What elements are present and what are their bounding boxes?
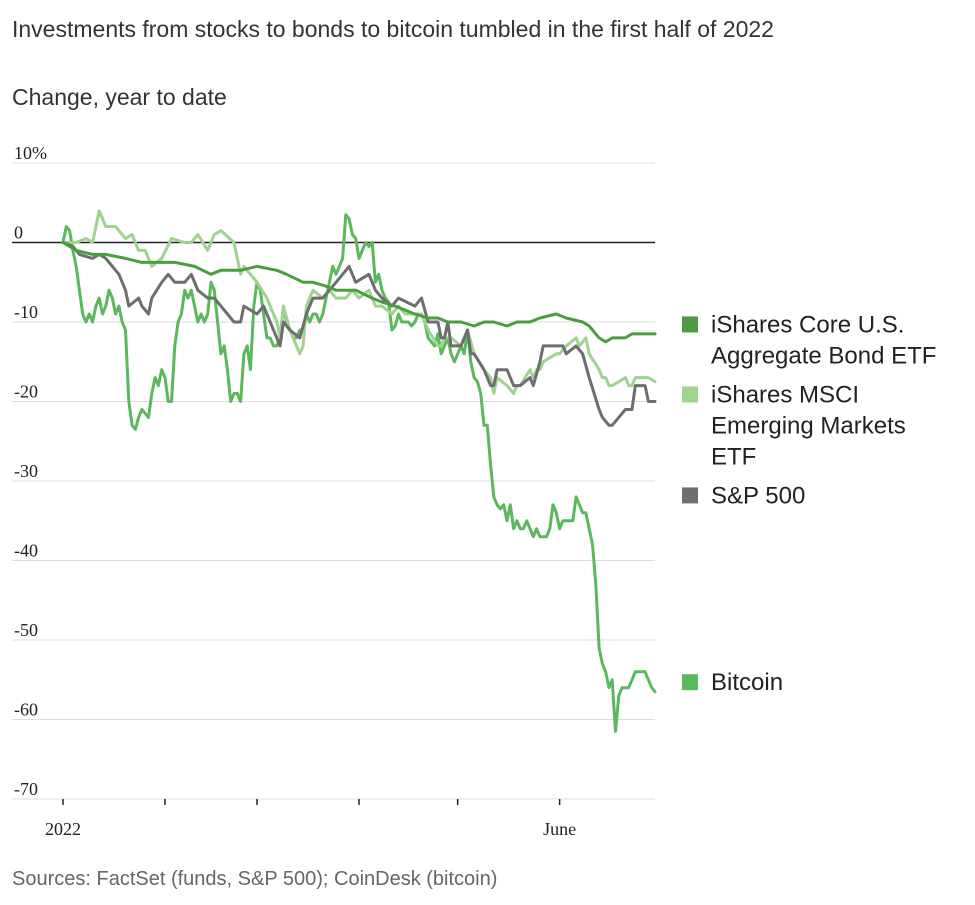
y-tick-label: 10% (14, 143, 47, 163)
legend-swatch (682, 674, 698, 691)
y-tick-label: -40 (14, 541, 38, 561)
series-line-0 (61, 213, 657, 733)
series-line-3 (61, 241, 657, 344)
chart-title: Investments from stocks to bonds to bitc… (12, 16, 774, 42)
series-lines (61, 209, 657, 733)
y-tick-label: -30 (14, 461, 38, 481)
legend-label: Bitcoin (711, 669, 783, 696)
legend-label: iShares MSCI (711, 381, 859, 408)
y-tick-label: -10 (14, 302, 38, 322)
legend-item: Bitcoin (682, 669, 783, 696)
legend-item: iShares Core U.S. Aggregate Bond ETF (682, 311, 936, 369)
source-note: Sources: FactSet (funds, S&P 500); CoinD… (12, 868, 498, 890)
legend-swatch (682, 487, 698, 504)
x-tick-label: 2022 (45, 819, 81, 839)
legend-label: ETF (711, 443, 756, 470)
legend-item: iShares MSCI Emerging Markets ETF (682, 381, 906, 470)
legend-label: Emerging Markets (711, 412, 906, 439)
axes: 10% 0 -10 -20 -30 -40 -50 -60 -70 2022 June (14, 143, 576, 839)
legend-label: S&P 500 (711, 482, 805, 509)
y-tick-label: -50 (14, 620, 38, 640)
x-tick-label: June (543, 819, 576, 839)
y-tick-label: 0 (14, 223, 23, 243)
chart-subtitle: Change, year to date (12, 84, 227, 110)
legend-label: Aggregate Bond ETF (711, 342, 936, 369)
legend-swatch (682, 386, 698, 403)
y-tick-label: -60 (14, 700, 38, 720)
legend-item: S&P 500 (682, 482, 805, 509)
legend-label: iShares Core U.S. (711, 311, 904, 338)
legend-swatch (682, 316, 698, 333)
series-line-1 (61, 209, 657, 395)
legend: iShares Core U.S.Aggregate Bond ETFiShar… (682, 311, 936, 696)
y-tick-label: -70 (14, 779, 38, 799)
y-tick-label: -20 (14, 382, 38, 402)
gridlines (12, 162, 655, 800)
